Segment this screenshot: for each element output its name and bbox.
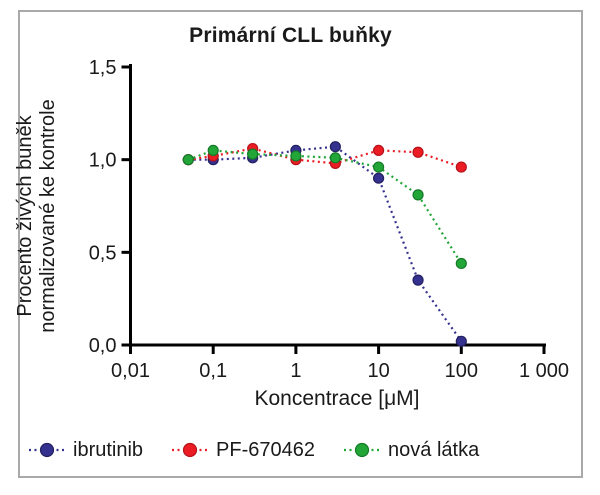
legend: ibrutinib PF-670462 nová látka [28,436,588,464]
legend-label: nová látka [388,438,480,461]
data-point-nová látka [455,257,467,270]
legend-marker-icon [172,442,209,458]
y-tick-label: 1,0 [89,150,117,172]
chart-title: Primární CLL buňky [189,24,392,47]
legend-item-nová látka: nová látka [343,439,479,462]
x-tick-label: 1 [290,360,301,382]
axes: 0,0 0,5 1,0 1,5 0,01 0,1 1 10 100 1 000 [89,57,569,382]
legend-label: ibrutinib [73,438,144,461]
x-axis-title: Koncentrace [μM] [254,387,420,410]
data-point-PF-670462 [412,146,424,158]
y-tick-label: 0,0 [89,335,117,357]
data-point-PF-670462 [455,161,467,173]
data-point-nová látka [247,148,259,160]
figure-frame [18,10,583,478]
data-point-nová látka [412,189,424,201]
x-tick-label: 100 [445,360,478,382]
x-tick-label: 10 [367,360,389,382]
data-point-nová látka [182,154,194,166]
data-point-nová látka [290,150,302,162]
y-axis-title: Procento živých buněk normalizované ke k… [14,56,60,376]
series-ibrutinib [182,141,467,347]
data-point-nová látka [373,161,385,173]
data-point-ibrutinib [373,172,385,184]
y-axis-title-line2: normalizované ke kontrole [37,99,59,333]
y-tick-label: 1,5 [89,57,117,79]
y-tick-label: 0,5 [89,242,117,264]
data-point-nová látka [207,144,219,156]
x-tick-label: 1 000 [519,360,569,382]
legend-marker-icon [344,442,381,458]
legend-marker-icon [29,442,65,458]
x-tick-label: 0,1 [199,360,227,382]
series-line-ibrutinib [188,145,463,342]
data-point-ibrutinib [455,335,467,347]
x-tick-label: 0,01 [111,360,150,382]
legend-item-ibrutinib: ibrutinib [28,439,143,462]
series-nová látka [182,144,467,270]
legend-label: PF-670462 [216,438,316,461]
series-line-nová látka [187,149,463,265]
data-point-nová látka [329,152,341,164]
y-axis-title-line1: Procento živých buněk [14,115,36,317]
legend-item-PF-670462: PF-670462 [171,439,315,462]
data-point-PF-670462 [373,144,385,156]
data-point-ibrutinib [412,274,424,286]
data-point-ibrutinib [329,141,341,153]
